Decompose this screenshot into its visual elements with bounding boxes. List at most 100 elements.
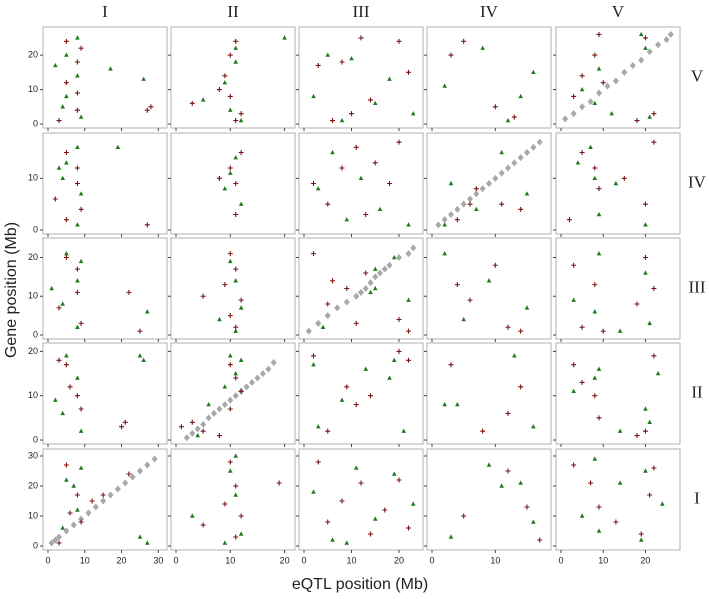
triangle-point — [486, 278, 492, 283]
triangle-point — [387, 375, 392, 380]
triangle-point — [78, 465, 84, 470]
plus-point — [78, 206, 84, 212]
plus-point — [511, 114, 517, 120]
triangle-point — [524, 191, 530, 196]
x-tick-label: 20 — [640, 555, 650, 565]
diamond-point — [517, 154, 524, 162]
triangle-point — [571, 388, 576, 393]
plus-point — [227, 52, 233, 58]
diamond-point — [467, 195, 473, 203]
plus-point — [78, 406, 84, 412]
triangle-point — [238, 305, 244, 310]
diamond-point — [334, 304, 341, 312]
y-tick-label: 30 — [28, 450, 38, 460]
triangle-point — [311, 93, 316, 99]
triangle-point — [353, 465, 359, 470]
plus-point — [448, 362, 454, 368]
y-tick-label: 10 — [28, 173, 38, 183]
panel-frame — [42, 132, 168, 235]
plus-point — [67, 510, 73, 516]
triangle-point — [372, 266, 378, 271]
plus-point — [233, 118, 239, 124]
plus-point — [634, 301, 640, 307]
plus-point — [63, 462, 69, 468]
triangle-point — [227, 170, 233, 175]
plus-point — [56, 118, 62, 124]
plus-point — [74, 181, 80, 186]
triangle-point — [647, 114, 652, 119]
x-tick-label: 0 — [173, 555, 178, 565]
plus-point — [122, 419, 128, 425]
panel-frame — [426, 237, 552, 340]
x-tick-label: 0 — [558, 555, 563, 565]
plus-point — [473, 186, 479, 192]
diamond-point — [396, 254, 402, 261]
plus-point — [222, 73, 228, 79]
triangle-point — [406, 297, 411, 302]
triangle-point — [75, 73, 80, 78]
triangle-point — [60, 175, 66, 181]
diamond-point — [362, 285, 369, 292]
triangle-point — [282, 35, 287, 40]
panel-frame — [42, 342, 168, 445]
diamond-point — [505, 164, 511, 172]
y-tick-label: 20 — [28, 49, 38, 59]
plus-point — [233, 324, 239, 330]
panel-frame — [555, 342, 681, 445]
diamond-point — [254, 374, 261, 382]
diamond-point — [460, 200, 467, 208]
diamond-point — [122, 479, 129, 487]
diamond-point — [435, 221, 442, 229]
panel-frame — [555, 448, 681, 551]
triangle-point — [206, 401, 211, 407]
plus-point — [634, 433, 640, 439]
plus-point — [227, 93, 233, 99]
triangle-point — [592, 375, 598, 380]
plus-point — [651, 465, 657, 471]
triangle-point — [592, 309, 598, 314]
x-tick-label: 30 — [153, 555, 163, 565]
plus-point — [396, 139, 402, 145]
triangle-point — [330, 537, 335, 542]
triangle-point — [442, 401, 447, 407]
triangle-point — [137, 534, 143, 539]
x-tick-label: 20 — [117, 555, 127, 565]
plus-point — [588, 480, 594, 486]
plus-point — [642, 35, 648, 41]
plus-point — [349, 111, 354, 117]
plus-point — [651, 111, 657, 117]
triangle-point — [579, 513, 585, 518]
plus-point — [372, 160, 378, 166]
column-label: IV — [480, 2, 499, 21]
triangle-point — [363, 366, 369, 371]
diamond-point — [249, 378, 255, 386]
row-label: V — [691, 66, 704, 85]
triangle-point — [64, 160, 69, 165]
triangle-point — [461, 316, 466, 322]
x-tick-label: 10 — [490, 555, 500, 565]
triangle-point — [596, 251, 602, 256]
triangle-point — [315, 186, 321, 191]
triangle-point — [75, 222, 80, 227]
plus-point — [178, 424, 184, 430]
plus-point — [315, 62, 321, 68]
diamond-point — [70, 521, 77, 529]
triangle-point — [344, 217, 350, 222]
plus-point — [238, 111, 244, 117]
plus-point — [67, 384, 73, 390]
plus-point — [200, 293, 206, 299]
plus-point — [78, 519, 84, 525]
diamond-point — [524, 149, 530, 156]
triangle-point — [78, 114, 84, 119]
diamond-point — [492, 174, 499, 182]
diamond-point — [629, 61, 636, 69]
plus-point — [505, 324, 511, 330]
triangle-point — [56, 165, 62, 170]
y-tick-label: 20 — [28, 346, 38, 356]
triangle-point — [238, 531, 244, 536]
triangle-point — [474, 206, 479, 212]
triangle-point — [480, 45, 485, 50]
plus-point — [353, 144, 359, 150]
diamond-point — [381, 265, 388, 273]
row-label: I — [694, 488, 700, 507]
